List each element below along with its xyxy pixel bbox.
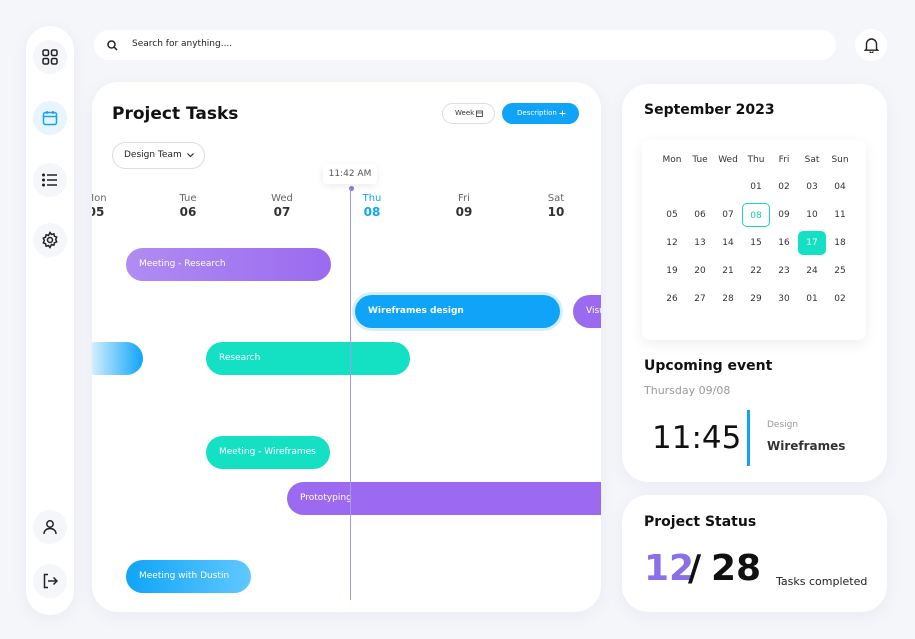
event-bar[interactable]: Meeting - Wireframes xyxy=(206,436,330,469)
calendar-day[interactable]: 11 xyxy=(834,210,846,220)
calendar-day[interactable]: 17 xyxy=(798,231,826,255)
calendar-day[interactable]: 10 xyxy=(806,210,818,220)
description-label: Description xyxy=(517,109,557,117)
day-name: Fri xyxy=(458,193,470,204)
profile-icon[interactable] xyxy=(33,510,67,544)
upcoming-category: Design xyxy=(767,420,799,430)
upcoming-time: 11:45 xyxy=(652,420,742,456)
day-date: 07 xyxy=(273,205,291,219)
calendar-day[interactable]: 19 xyxy=(666,266,678,276)
search-placeholder: Search for anything.... xyxy=(132,39,233,49)
calendar-day[interactable]: 01 xyxy=(750,182,762,192)
weekday-label: Fri xyxy=(778,155,790,165)
list-icon[interactable] xyxy=(33,163,67,197)
calendar-day[interactable]: 30 xyxy=(778,294,790,304)
day-name: Thu xyxy=(362,193,382,204)
tasks-total: 28 xyxy=(711,548,762,589)
calendar-grid xyxy=(642,140,866,340)
weekday-label: Thu xyxy=(747,155,765,165)
calendar-title: September 2023 xyxy=(644,102,775,118)
day-name: Mon xyxy=(92,193,107,204)
calendar-day[interactable]: 07 xyxy=(722,210,734,220)
week-label: Week xyxy=(455,109,475,117)
day-name: Wed xyxy=(271,193,293,204)
calendar-day[interactable]: 02 xyxy=(834,294,846,304)
calendar-day[interactable]: 05 xyxy=(666,210,678,220)
day-name: Sat xyxy=(547,193,565,204)
event-bar[interactable]: Meeting with Dustin xyxy=(126,560,251,593)
sidebar xyxy=(26,26,74,615)
team-filter[interactable]: Design Team xyxy=(112,142,205,169)
calendar-day[interactable]: 29 xyxy=(750,294,762,304)
day-date: 05 xyxy=(92,205,105,219)
calendar-day[interactable]: 09 xyxy=(778,210,790,220)
calendar-day[interactable]: 23 xyxy=(778,266,790,276)
calendar-day[interactable]: 20 xyxy=(694,266,706,276)
week-button[interactable]: Week xyxy=(442,103,495,124)
description-button[interactable]: Description xyxy=(502,103,579,124)
calendar-day[interactable]: 01 xyxy=(806,294,818,304)
calendar-day[interactable]: 16 xyxy=(778,238,790,248)
calendar-day[interactable]: 13 xyxy=(694,238,706,248)
panel-title: Project Tasks xyxy=(112,104,239,124)
calendar-day[interactable]: 22 xyxy=(750,266,762,276)
calendar-day[interactable]: 24 xyxy=(806,266,818,276)
calendar-day[interactable]: 02 xyxy=(778,182,790,192)
apps-icon[interactable] xyxy=(33,40,67,74)
logout-icon[interactable] xyxy=(33,564,67,598)
current-time-line xyxy=(350,188,351,600)
calendar-day[interactable]: 27 xyxy=(694,294,706,304)
search-icon xyxy=(107,40,118,51)
upcoming-date: Thursday 09/08 xyxy=(644,384,731,397)
day-date: 09 xyxy=(455,205,473,219)
calendar-day[interactable]: 26 xyxy=(666,294,678,304)
day-date: 08 xyxy=(363,205,381,219)
calendar-day[interactable]: 15 xyxy=(750,238,762,248)
status-separator: / xyxy=(688,548,702,589)
calendar-day[interactable]: 25 xyxy=(834,266,846,276)
status-caption: Tasks completed xyxy=(776,575,868,588)
weekday-label: Sun xyxy=(831,155,849,165)
event-divider xyxy=(747,410,750,466)
status-title: Project Status xyxy=(644,514,757,530)
event-bar[interactable]: Research xyxy=(206,342,410,375)
notification-button[interactable] xyxy=(855,29,887,61)
day-date: 06 xyxy=(179,205,197,219)
calendar-day[interactable]: 18 xyxy=(834,238,846,248)
project-tasks-panel: Project Tasks Week Description Design Te… xyxy=(92,82,601,612)
event-bar[interactable] xyxy=(92,342,143,375)
event-bar[interactable]: Meeting - Research xyxy=(126,248,331,281)
calendar-day[interactable]: 28 xyxy=(722,294,734,304)
calendar-day[interactable]: 14 xyxy=(722,238,734,248)
current-time-dot xyxy=(349,186,354,191)
upcoming-title: Upcoming event xyxy=(644,358,773,374)
calendar-panel: September 2023 Upcoming event Thursday 0… xyxy=(622,84,887,482)
calendar-day[interactable]: 04 xyxy=(834,182,846,192)
weekday-label: Wed xyxy=(718,155,738,165)
event-bar[interactable]: Prototyping xyxy=(287,482,601,515)
calendar-day[interactable]: 21 xyxy=(722,266,734,276)
event-bar[interactable]: Visu xyxy=(573,295,601,328)
calendar-day[interactable]: 12 xyxy=(666,238,678,248)
upcoming-name: Wireframes xyxy=(767,439,846,453)
calendar-icon[interactable] xyxy=(33,101,67,135)
calendar-day[interactable]: 08 xyxy=(742,203,770,227)
calendar-day[interactable]: 06 xyxy=(694,210,706,220)
search-bar[interactable]: Search for anything.... xyxy=(94,30,836,60)
event-bar[interactable]: Wireframes design xyxy=(355,295,560,328)
team-filter-label: Design Team xyxy=(124,150,182,160)
day-name: Tue xyxy=(179,193,197,204)
settings-icon[interactable] xyxy=(33,223,67,257)
weekday-label: Mon xyxy=(662,155,682,165)
tasks-done: 12 xyxy=(644,548,695,589)
weekday-label: Tue xyxy=(692,155,708,165)
day-date: 10 xyxy=(547,205,565,219)
calendar-day[interactable]: 03 xyxy=(806,182,818,192)
weekday-label: Sat xyxy=(804,155,820,165)
current-time-label: 11:42 AM xyxy=(323,164,377,184)
project-status-panel: Project Status 12 / 28 Tasks completed xyxy=(622,495,887,612)
